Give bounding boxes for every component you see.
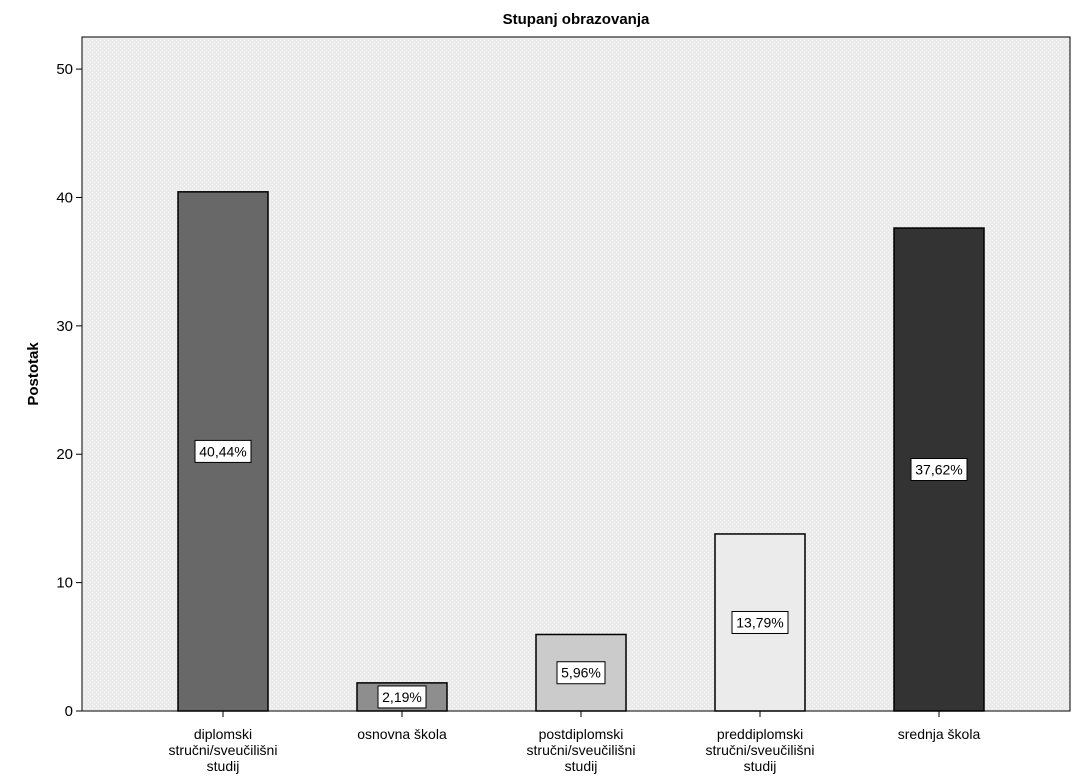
x-tick-label: srednja škola (898, 726, 981, 742)
x-tick-label: stručni/sveučilišni (706, 742, 815, 758)
data-label: 40,44% (199, 443, 246, 459)
x-tick-label: osnovna škola (357, 726, 447, 742)
data-label: 5,96% (561, 665, 601, 681)
label-layer: 40,44% 2,19% 5,96% 13,79% 37,62% (194, 439, 968, 709)
data-label-box (556, 661, 606, 685)
data-label-box (910, 458, 968, 482)
y-tick-label: 40 (56, 189, 73, 206)
y-tick-label: 20 (56, 446, 73, 463)
x-tick-label: diplomski (194, 726, 252, 742)
x-tick-label: postdiplomski (539, 726, 624, 742)
x-tick-label: preddiplomski (717, 726, 803, 742)
x-tick-label: studij (565, 758, 598, 774)
axis-layer: 01020304050diplomskistručni/sveučilišnis… (56, 61, 980, 774)
y-tick-label: 30 (56, 318, 73, 335)
y-axis-label: Postotak (25, 342, 42, 406)
x-tick-label: studij (744, 758, 777, 774)
y-tick-label: 10 (56, 575, 73, 592)
x-tick-label: studij (207, 758, 240, 774)
data-label-box (731, 610, 789, 634)
data-label: 2,19% (382, 689, 422, 705)
data-label-box (194, 439, 252, 463)
chart-title: Stupanj obrazovanja (503, 11, 650, 28)
data-label: 13,79% (736, 614, 783, 630)
y-tick-label: 0 (65, 703, 73, 720)
data-label-box (377, 685, 427, 709)
x-tick-label: stručni/sveučilišni (527, 742, 636, 758)
y-tick-label: 50 (56, 61, 73, 78)
x-tick-label: stručni/sveučilišni (169, 742, 278, 758)
data-label: 37,62% (915, 462, 962, 478)
